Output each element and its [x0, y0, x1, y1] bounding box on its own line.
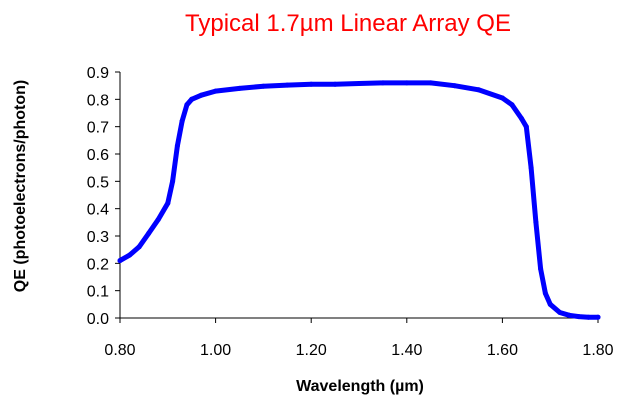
series-layer: [117, 80, 601, 320]
qe-data-point: [127, 252, 133, 258]
qe-data-point: [519, 116, 524, 121]
tick-labels: 0.0 0.1 0.2 0.3 0.4 0.5 0.6 0.7 0.8 0.9 0.80 1.00 1.…: [87, 65, 614, 359]
qe-data-point: [528, 165, 534, 171]
x-tick-label: 1.60: [487, 342, 518, 359]
qe-data-point: [117, 258, 123, 264]
qe-data-point: [155, 217, 161, 223]
x-tick-label: 1.80: [582, 342, 613, 359]
qe-data-point: [533, 219, 539, 225]
qe-data-point: [428, 80, 434, 86]
y-tick-label: 0.9: [87, 65, 109, 82]
axes: [119, 72, 598, 319]
qe-data-point: [198, 92, 204, 98]
qe-data-point: [146, 230, 152, 236]
qe-data-point: [179, 118, 185, 124]
qe-data-point: [452, 83, 458, 89]
qe-data-point: [189, 96, 195, 102]
y-tick-label: 0.6: [87, 147, 109, 164]
qe-data-point: [332, 81, 338, 87]
y-tick-label: 0.5: [87, 174, 109, 191]
y-tick-label: 0.0: [87, 311, 109, 328]
qe-data-point: [523, 124, 529, 130]
qe-data-point: [542, 290, 548, 296]
y-tick-label: 0.7: [87, 120, 109, 137]
qe-data-point: [499, 95, 505, 101]
y-tick-label: 0.2: [87, 256, 109, 273]
qe-data-point: [538, 266, 544, 272]
qe-data-point: [284, 82, 290, 88]
qe-data-point: [547, 301, 553, 307]
qe-data-point: [174, 143, 180, 149]
chart-title: Typical 1.7µm Linear Array QE: [185, 10, 511, 37]
qe-data-point: [165, 200, 171, 206]
qe-data-point: [476, 87, 481, 93]
y-axis-title: QE (photoelectrons/photon): [12, 80, 29, 292]
y-tick-label: 0.1: [87, 284, 109, 301]
qe-data-point: [213, 88, 219, 94]
qe-data-point: [136, 244, 142, 250]
x-tick-label: 0.80: [104, 342, 135, 359]
qe-data-point: [380, 80, 386, 86]
x-tick-label: 1.40: [391, 342, 422, 359]
qe-series-line: [117, 80, 601, 320]
qe-data-point: [356, 81, 362, 86]
y-tick-label: 0.4: [87, 202, 109, 219]
y-tick-label: 0.8: [87, 92, 109, 109]
x-tick-label: 1.20: [296, 342, 327, 359]
qe-data-point: [557, 310, 563, 315]
qe-data-point: [308, 81, 314, 87]
x-axis-title: Wavelength (µm): [296, 378, 424, 395]
qe-data-point: [184, 102, 190, 108]
qe-data-point: [237, 85, 242, 91]
qe-data-point: [595, 314, 601, 320]
qe-data-point: [260, 83, 266, 89]
qe-data-point: [585, 314, 591, 320]
y-tick-label: 0.3: [87, 229, 109, 246]
qe-data-point: [509, 102, 515, 108]
qe-data-point: [404, 80, 410, 86]
qe-data-point: [566, 312, 572, 318]
qe-data-point: [576, 314, 582, 320]
qe-data-point: [170, 178, 176, 184]
tick-marks: [115, 71, 599, 323]
x-tick-label: 1.00: [200, 342, 231, 359]
